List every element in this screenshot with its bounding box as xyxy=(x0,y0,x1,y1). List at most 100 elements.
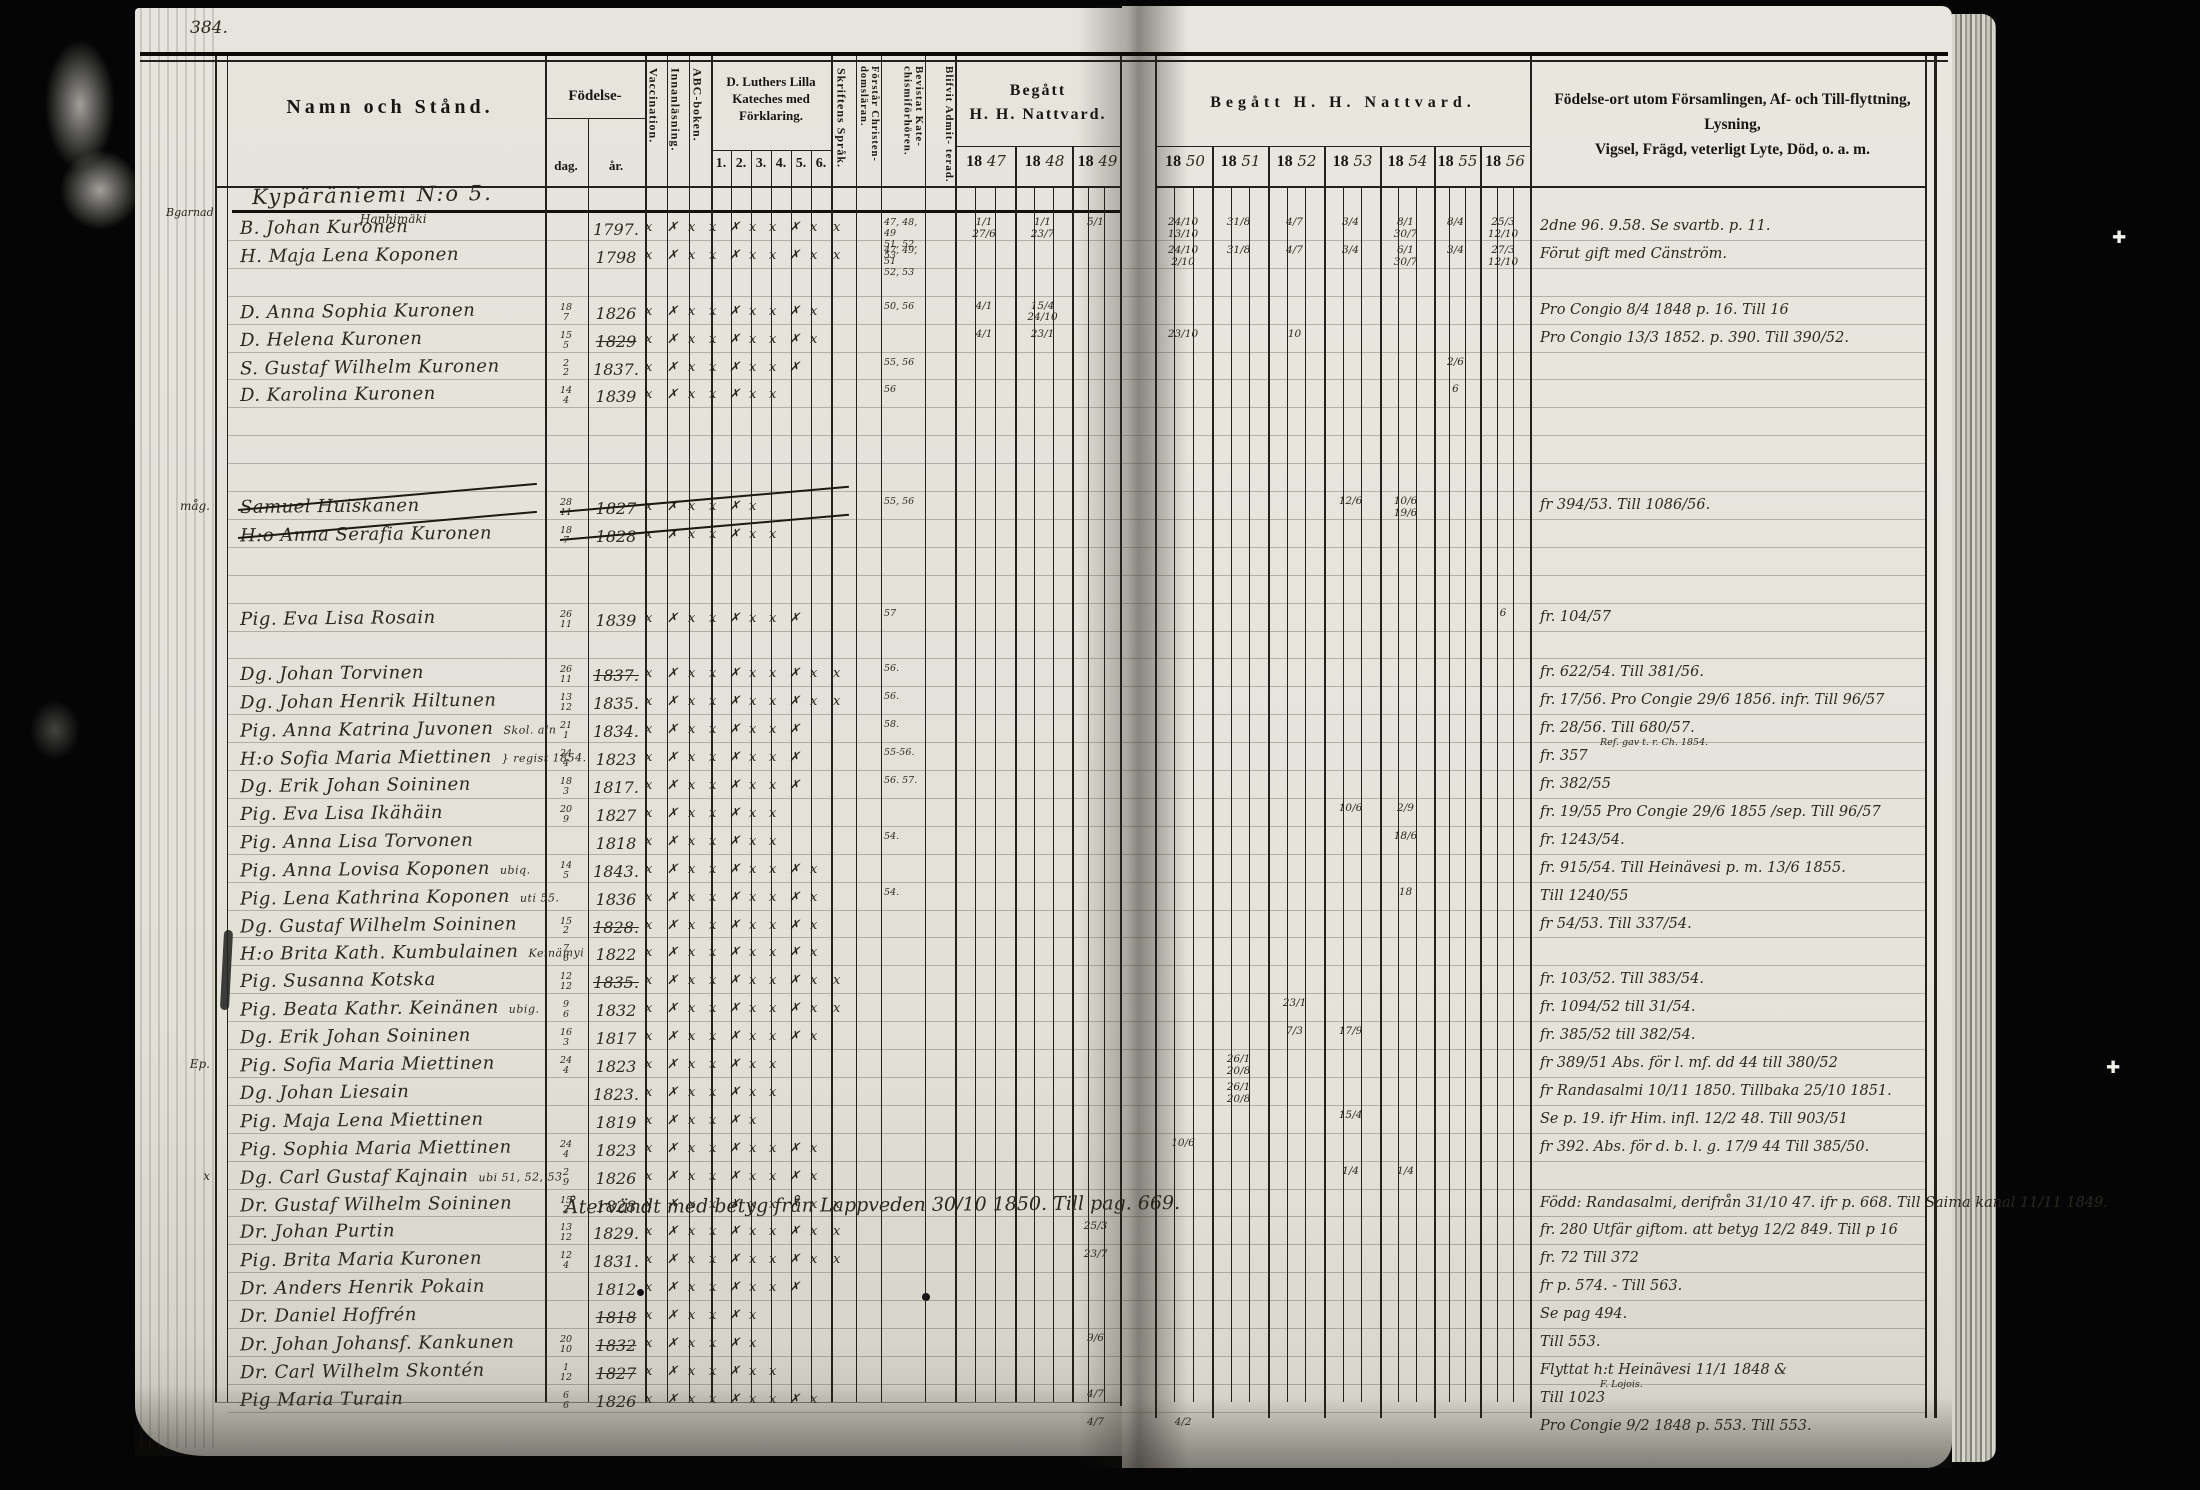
column-rule xyxy=(881,56,882,1402)
marginal-note: fr 389/51 Abs. för l. mf. dd 44 till 380… xyxy=(1540,1055,1838,1071)
year-header-handwritten: 53 xyxy=(1348,152,1373,170)
reading-mark: x xyxy=(810,1001,818,1017)
reading-mark: ✗ xyxy=(667,610,678,626)
year-header-printed: 18 xyxy=(1024,153,1041,170)
reading-mark: x xyxy=(749,805,757,821)
birth-day-value: 21 1 xyxy=(559,720,573,742)
reading-mark: x xyxy=(749,973,757,989)
birth-day-value: 20 10 xyxy=(559,1334,573,1355)
column-header-birth: Födelse- xyxy=(568,88,622,104)
reading-mark: x xyxy=(645,1196,653,1212)
reading-mark: x xyxy=(688,1224,696,1240)
birth-year-value: 1823. xyxy=(593,1084,639,1104)
reading-mark: x xyxy=(645,1057,653,1072)
row-baseline xyxy=(228,825,1925,827)
communion-date: 26/1 20/8 xyxy=(1226,1080,1251,1105)
birth-year-value: 1832 xyxy=(595,1336,637,1355)
reading-mark: ✗ xyxy=(729,1336,740,1351)
reading-mark: x xyxy=(645,973,653,989)
reading-mark: ✗ xyxy=(667,778,678,793)
communion-date: 9/6 xyxy=(1087,1332,1104,1344)
marginal-note: Pro Congie 9/2 1848 p. 553. Till 553. xyxy=(1540,1417,1812,1434)
communion-date: 5/1 xyxy=(1087,216,1104,228)
row-baseline xyxy=(228,407,1925,409)
column-header-nattvard-left: Begått H. H. Nattvard. xyxy=(969,82,1107,123)
reading-mark: x xyxy=(645,387,653,403)
reading-mark: x xyxy=(688,973,696,989)
reading-mark: ✗ xyxy=(789,889,800,905)
reading-mark: ✗ xyxy=(729,750,740,766)
reading-mark: x xyxy=(749,1001,757,1017)
reading-mark: x xyxy=(709,805,717,821)
reading-mark: x xyxy=(810,1140,818,1156)
birth-year-value: 1828. xyxy=(593,917,639,937)
birth-day-value: 24 4 xyxy=(559,1138,573,1160)
reading-mark: x xyxy=(769,889,777,905)
row-baseline xyxy=(228,714,1925,716)
reading-mark: ✗ xyxy=(729,861,740,877)
reading-mark: ✗ xyxy=(667,1391,678,1407)
reading-mark: x xyxy=(833,220,841,235)
communion-date: 4/7 xyxy=(1087,1387,1104,1400)
year-header: 18 51 xyxy=(1213,152,1268,171)
reading-mark: ✗ xyxy=(789,610,800,626)
reading-mark: ✗ xyxy=(729,1363,740,1379)
record-name: Dg. Erik Johan Soininen xyxy=(239,1024,471,1049)
reading-mark: x xyxy=(645,1084,653,1100)
reading-mark: x xyxy=(769,1280,777,1296)
communion-date: 2/6 xyxy=(1447,355,1464,368)
reading-mark: ✗ xyxy=(729,833,740,849)
reading-mark: x xyxy=(833,1001,841,1017)
communion-date: 15/4 24/10 xyxy=(1027,299,1058,324)
reading-mark: x xyxy=(645,861,653,877)
reading-mark: ✗ xyxy=(667,1196,678,1212)
scan-streaks xyxy=(140,8,220,1448)
katechism-attendance-note: 47, 48, 49 51, 52, 53 xyxy=(884,217,918,261)
column-rule xyxy=(588,118,589,1402)
row-baseline xyxy=(228,1076,1925,1078)
reading-mark: x xyxy=(645,833,653,849)
katechism-attendance-note: 57 xyxy=(884,607,897,619)
row-baseline xyxy=(228,1160,1925,1162)
reading-mark: x xyxy=(688,1252,696,1268)
record-name: Pig. Lena Kathrina Koponen uti 55. xyxy=(239,885,560,910)
communion-date: 1/4 xyxy=(1342,1164,1359,1177)
record-name: Pig. Anna Katrina Juvonen Skol. aln xyxy=(239,718,557,742)
reading-mark: x xyxy=(645,1029,653,1045)
reading-mark: x xyxy=(645,1140,653,1156)
communion-date: 4/7 xyxy=(1087,1415,1104,1428)
column-rule xyxy=(955,56,957,1402)
reading-mark: x xyxy=(688,945,696,961)
row-baseline xyxy=(228,1355,1925,1357)
birth-day-value: 28 11 xyxy=(559,497,573,518)
reading-mark: x xyxy=(688,1112,696,1128)
year-header: 18 55 xyxy=(1435,152,1480,171)
year-header-printed: 18 xyxy=(1332,153,1349,170)
birth-year-value: 1839 xyxy=(595,387,637,407)
birth-day-value: 2 9 xyxy=(562,1166,570,1188)
katekes-split-rule xyxy=(711,150,831,151)
reading-mark: ✗ xyxy=(729,1084,740,1100)
reading-mark: x xyxy=(688,1363,696,1379)
row-baseline xyxy=(228,1049,1925,1050)
record-name: H:o Brita Kath. Kumbulainen Keinämyi xyxy=(239,941,585,966)
reading-mark: x xyxy=(749,1308,757,1324)
reading-mark: x xyxy=(709,1336,717,1351)
reading-mark: x xyxy=(810,220,818,235)
column-header-vaccination: Vaccination. xyxy=(646,68,661,144)
marginal-note: fr. 915/54. Till Heinävesi p. m. 13/6 18… xyxy=(1540,859,1846,876)
reading-mark: ✗ xyxy=(667,833,678,849)
reading-mark: x xyxy=(709,1363,717,1379)
row-baseline xyxy=(228,1300,1925,1302)
reading-mark: ✗ xyxy=(789,750,800,766)
column-header-forstar: Förstår Christen- domsläran. xyxy=(857,66,880,162)
reading-mark: x xyxy=(749,861,757,877)
column-rule xyxy=(1015,146,1017,1402)
reading-mark: x xyxy=(769,805,777,821)
communion-date: 4/7 xyxy=(1286,216,1303,228)
year-header-handwritten: 56 xyxy=(1501,152,1525,170)
reading-mark: x xyxy=(769,861,777,877)
reading-mark: x xyxy=(688,750,696,766)
katechism-attendance-note: 55, 56 xyxy=(884,356,915,368)
reading-mark: x xyxy=(688,1391,696,1407)
